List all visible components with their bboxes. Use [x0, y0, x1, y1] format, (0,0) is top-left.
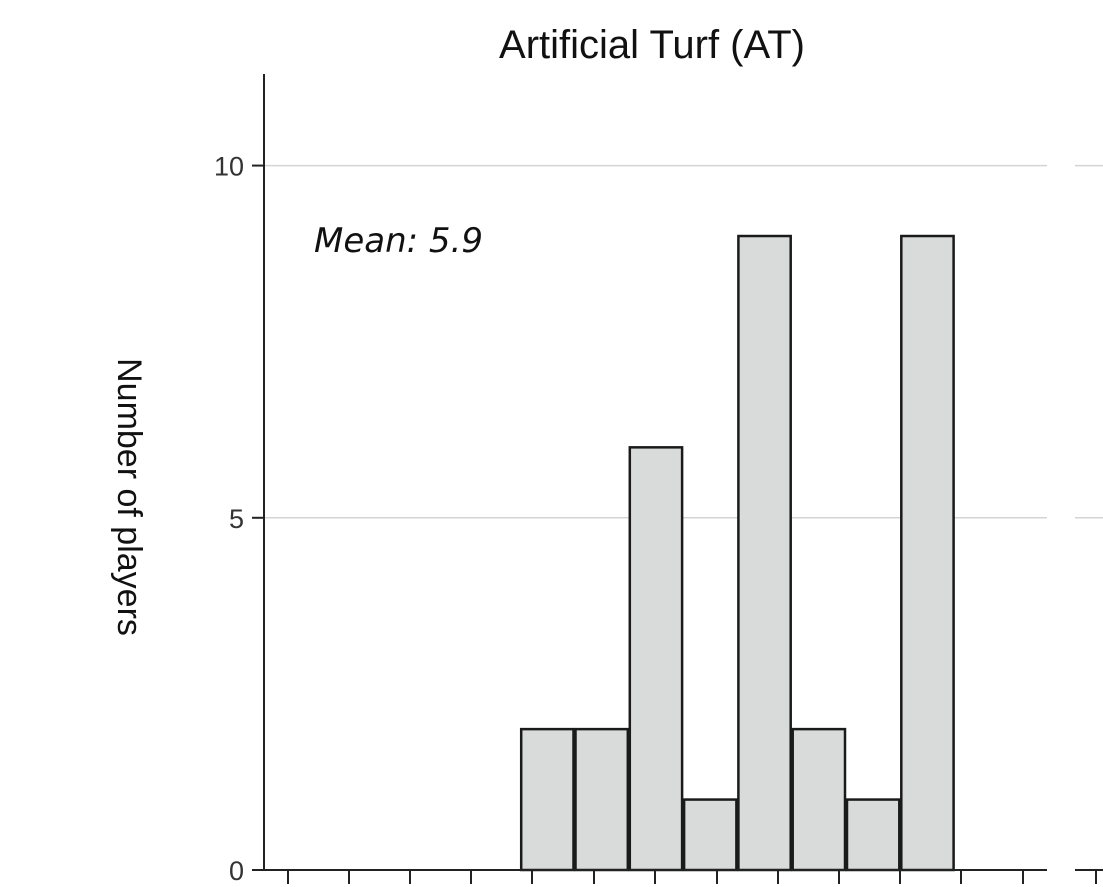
y-axis-label: Number of players	[110, 358, 148, 636]
bar-bin-6	[574, 727, 630, 872]
bar-bin-8	[682, 798, 738, 872]
bar-bin-10	[791, 727, 847, 872]
y-tick-label-10: 10	[214, 152, 244, 182]
mean-annotation: Mean: 5.9	[314, 221, 483, 261]
bars	[519, 234, 955, 872]
chart-title: Artificial Turf (AT)	[499, 23, 805, 67]
gridlines	[264, 164, 1103, 519]
bar-bin-7	[628, 446, 684, 872]
bar-bin-9	[737, 234, 792, 872]
bar-bin-12	[900, 234, 955, 872]
y-tick-label-5: 5	[229, 504, 244, 534]
bar-bin-11	[845, 798, 901, 872]
y-tick-label-0: 0	[229, 856, 244, 886]
axes: 0 5 10	[214, 74, 1103, 886]
bar-bin-5	[519, 727, 575, 872]
